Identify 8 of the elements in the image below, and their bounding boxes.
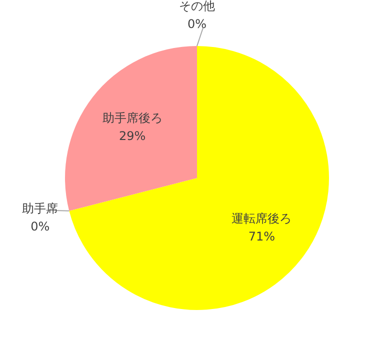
- category-label: その他: [179, 0, 215, 14]
- text: 0%: [187, 17, 207, 32]
- text: 0%: [30, 219, 50, 234]
- slice-label: 運転席後ろ: [232, 211, 292, 226]
- slice-label: 助手席後ろ: [102, 110, 162, 125]
- category-label: 助手席: [22, 201, 58, 216]
- data-label: 29%: [119, 128, 146, 143]
- data-label: 71%: [248, 229, 275, 244]
